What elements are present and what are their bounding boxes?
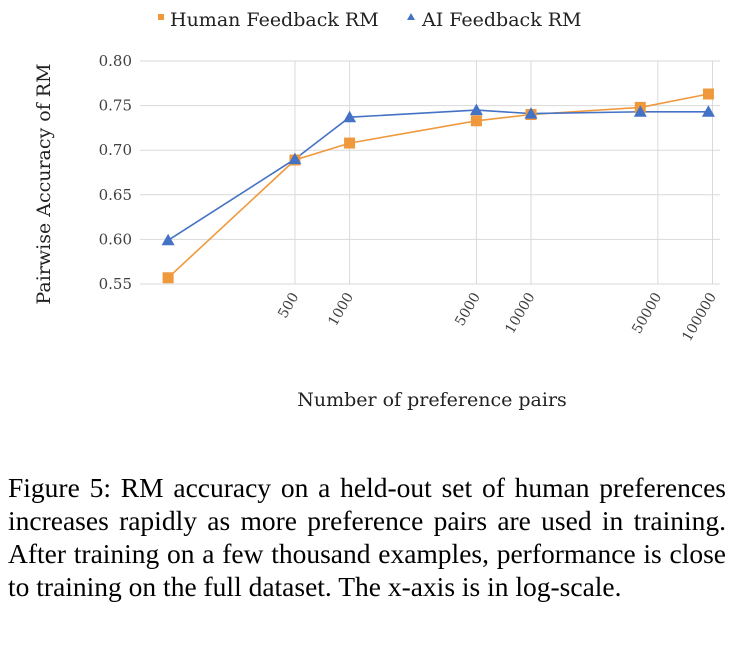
- x-tick-label: 10000: [502, 290, 538, 337]
- series-markers: [161, 88, 715, 284]
- x-tick-label: 500: [275, 290, 302, 321]
- y-tick-label: 0.70: [99, 141, 132, 159]
- y-axis-ticks: 0.55 0.60 0.65 0.70 0.75 0.80: [99, 52, 132, 293]
- y-tick-label: 0.55: [99, 275, 132, 293]
- grid: [140, 60, 720, 285]
- x-tick-label: 1000: [325, 290, 357, 329]
- series-line-1: [167, 109, 709, 241]
- x-tick-label: 100000: [679, 290, 720, 344]
- legend-label-ai-feedback: AI Feedback RM: [421, 9, 582, 31]
- y-tick-label: 0.80: [99, 52, 132, 70]
- y-tick-label: 0.60: [99, 230, 132, 248]
- data-point-square: [702, 88, 714, 100]
- y-tick-label: 0.75: [99, 97, 132, 115]
- data-point-triangle: [701, 105, 715, 117]
- data-point-triangle: [633, 105, 647, 117]
- data-point-triangle: [524, 107, 538, 119]
- data-point-square: [470, 115, 482, 127]
- x-tick-label: 5000: [452, 290, 484, 329]
- series-line-0: [167, 93, 709, 279]
- x-tick-label: 50000: [629, 290, 665, 337]
- data-point-triangle: [343, 110, 357, 123]
- legend: Human Feedback RM AI Feedback RM: [158, 9, 582, 31]
- x-axis-ticks: 500 1000 5000 10000 50000 100000: [275, 290, 720, 344]
- series-lines: [167, 93, 709, 279]
- line-chart: Human Feedback RM AI Feedback RM 0.55 0.6…: [33, 9, 720, 411]
- legend-label-human-feedback: Human Feedback RM: [170, 9, 379, 31]
- y-axis-title: Pairwise Accuracy of RM: [33, 63, 55, 304]
- y-tick-label: 0.65: [99, 186, 132, 204]
- data-point-square: [162, 272, 174, 284]
- data-point-square: [344, 137, 356, 149]
- data-point-triangle: [469, 103, 483, 116]
- data-point-triangle: [161, 233, 175, 246]
- legend-marker-ai-feedback: [407, 13, 415, 20]
- data-point-triangle: [288, 152, 302, 165]
- x-axis-title: Number of preference pairs: [297, 389, 567, 411]
- legend-marker-human-feedback: [158, 14, 164, 20]
- figure-caption: Figure 5: RM accuracy on a held-out set …: [8, 472, 726, 602]
